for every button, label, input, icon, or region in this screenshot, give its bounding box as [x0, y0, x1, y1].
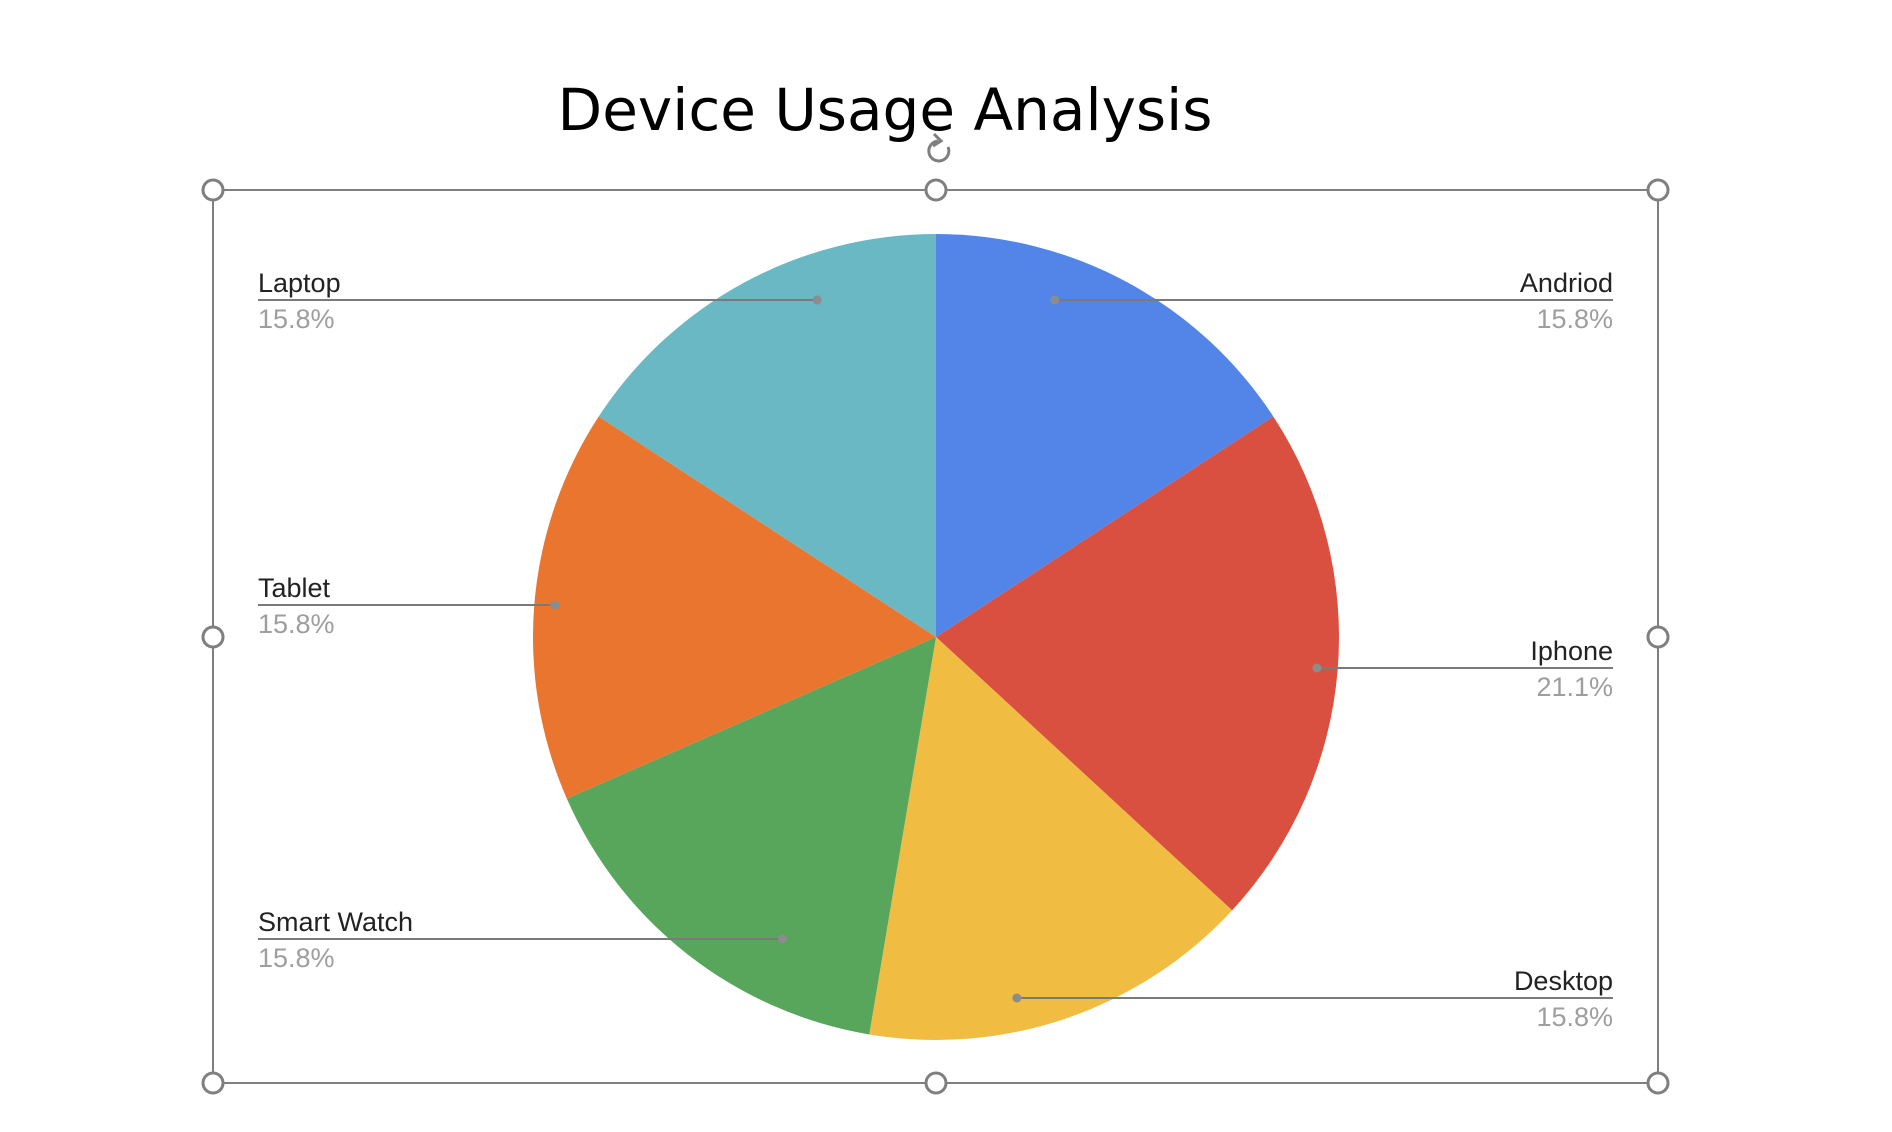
slice-label-value: 15.8% [1536, 1002, 1613, 1032]
resize-handle-top-left[interactable] [201, 178, 225, 202]
pie-slice-smart-watch[interactable] [566, 637, 936, 1035]
resize-handle-top-center[interactable] [924, 178, 948, 202]
selection-handles[interactable] [201, 178, 1670, 1095]
slice-label-category: Laptop [258, 268, 341, 298]
slice-label-category: Iphone [1530, 636, 1613, 666]
pie-slice-desktop[interactable] [869, 637, 1233, 1040]
pie-slice-andriod[interactable] [936, 234, 1274, 637]
slice-label-value: 15.8% [258, 304, 335, 334]
resize-handle-bottom-right[interactable] [1646, 1071, 1670, 1095]
rotate-handle-icon[interactable] [927, 132, 951, 163]
slice-label-value: 21.1% [1536, 672, 1613, 702]
resize-handle-bottom-center[interactable] [924, 1071, 948, 1095]
resize-handle-top-right[interactable] [1646, 178, 1670, 202]
leader-dot [812, 295, 822, 305]
pie-slice-laptop[interactable] [598, 234, 936, 637]
leader-dot [1050, 295, 1060, 305]
chart-title: Device Usage Analysis [558, 76, 1213, 144]
resize-handle-middle-left[interactable] [201, 625, 225, 649]
slice-label-category: Desktop [1514, 966, 1613, 996]
slice-label-value: 15.8% [258, 943, 335, 973]
resize-handle-bottom-left[interactable] [201, 1071, 225, 1095]
slice-labels: Andriod 15.8% Iphone 21.1% Desktop 15.8% Smart… [258, 268, 1613, 1032]
slice-label-value: 15.8% [1536, 304, 1613, 334]
slice-label-category: Tablet [258, 573, 331, 603]
slice-label-value: 15.8% [258, 609, 335, 639]
slice-label-category: Smart Watch [258, 907, 413, 937]
slice-label-category: Andriod [1520, 268, 1613, 298]
leader-dot [1012, 993, 1022, 1003]
leader-dot [1312, 663, 1322, 673]
pie-slice-iphone[interactable] [936, 416, 1339, 911]
pie-slice-tablet[interactable] [533, 416, 936, 799]
resize-handle-middle-right[interactable] [1646, 625, 1670, 649]
pie-chart[interactable] [533, 234, 1339, 1040]
leader-dot [550, 600, 560, 610]
leader-dot [777, 934, 787, 944]
